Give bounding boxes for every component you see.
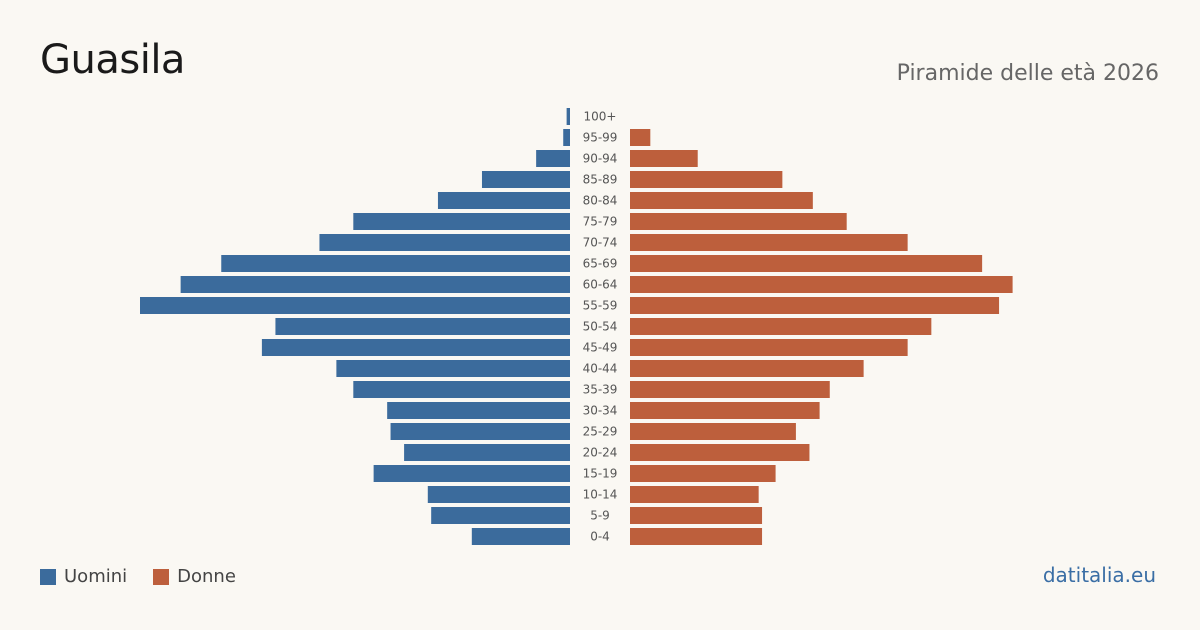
bar-women-50-54: [630, 318, 932, 335]
bar-women-0-4: [630, 528, 763, 545]
age-label-45-49: 45-49: [583, 341, 618, 355]
bar-men-85-89: [481, 171, 570, 188]
age-label-75-79: 75-79: [583, 215, 618, 229]
bar-men-20-24: [404, 444, 570, 461]
bar-men-80-84: [437, 192, 570, 209]
bar-men-60-64: [180, 276, 570, 293]
brand-link[interactable]: datitalia.eu: [1042, 563, 1156, 587]
age-label-40-44: 40-44: [583, 362, 618, 376]
bar-men-35-39: [353, 381, 570, 398]
page-subtitle: Piramide delle età 2026: [896, 61, 1159, 86]
age-label-5-9: 5-9: [590, 509, 610, 523]
legend-swatch-men: [40, 568, 56, 585]
bar-women-25-29: [630, 423, 796, 440]
bar-women-35-39: [630, 381, 830, 398]
bar-men-65-69: [221, 255, 571, 272]
age-label-70-74: 70-74: [583, 236, 618, 250]
age-label-20-24: 20-24: [583, 446, 618, 460]
age-label-25-29: 25-29: [583, 425, 618, 439]
age-label-15-19: 15-19: [583, 467, 618, 481]
bar-men-75-79: [353, 213, 570, 230]
age-label-95-99: 95-99: [583, 131, 618, 145]
bar-men-25-29: [390, 423, 570, 440]
legend-item-men: Uomini: [40, 566, 127, 587]
bar-women-40-44: [630, 360, 864, 377]
bar-women-75-79: [630, 213, 847, 230]
legend-label-women: Donne: [177, 566, 236, 587]
bar-men-50-54: [275, 318, 570, 335]
bar-women-85-89: [630, 171, 783, 188]
bar-men-10-14: [427, 486, 570, 503]
bar-men-95-99: [563, 129, 570, 146]
legend-item-women: Donne: [153, 566, 236, 587]
bar-women-30-34: [630, 402, 820, 419]
age-label-10-14: 10-14: [583, 488, 618, 502]
bar-women-80-84: [630, 192, 813, 209]
bar-men-30-34: [387, 402, 570, 419]
bar-men-45-49: [261, 339, 570, 356]
age-label-30-34: 30-34: [583, 404, 618, 418]
bar-women-90-94: [630, 150, 698, 167]
age-label-65-69: 65-69: [583, 257, 618, 271]
legend-swatch-women: [153, 568, 170, 585]
age-label-85-89: 85-89: [583, 173, 618, 187]
age-label-100plus: 100+: [584, 110, 617, 124]
age-label-50-54: 50-54: [583, 320, 618, 334]
bar-women-95-99: [630, 129, 651, 146]
bar-women-45-49: [630, 339, 908, 356]
bar-men-90-94: [536, 150, 570, 167]
age-label-35-39: 35-39: [583, 383, 618, 397]
age-label-60-64: 60-64: [583, 278, 618, 292]
bar-women-5-9: [630, 507, 763, 524]
age-label-80-84: 80-84: [583, 194, 618, 208]
age-label-90-94: 90-94: [583, 152, 618, 166]
bar-men-15-19: [373, 465, 570, 482]
page-title: Guasila: [40, 37, 185, 83]
bar-women-60-64: [630, 276, 1013, 293]
bar-men-0-4: [471, 528, 570, 545]
age-label-55-59: 55-59: [583, 299, 618, 313]
age-label-0-4: 0-4: [590, 530, 610, 544]
bar-women-70-74: [630, 234, 908, 251]
legend-label-men: Uomini: [64, 566, 128, 587]
bar-women-10-14: [630, 486, 759, 503]
bar-men-40-44: [336, 360, 570, 377]
bar-men-70-74: [319, 234, 570, 251]
bar-men-55-59: [140, 297, 570, 314]
legend: Uomini Donne: [40, 566, 262, 587]
bar-women-65-69: [630, 255, 983, 272]
bar-women-20-24: [630, 444, 810, 461]
bar-men-5-9: [431, 507, 570, 524]
bar-men-100plus: [566, 108, 570, 125]
bar-women-55-59: [630, 297, 1000, 314]
bar-women-15-19: [630, 465, 776, 482]
